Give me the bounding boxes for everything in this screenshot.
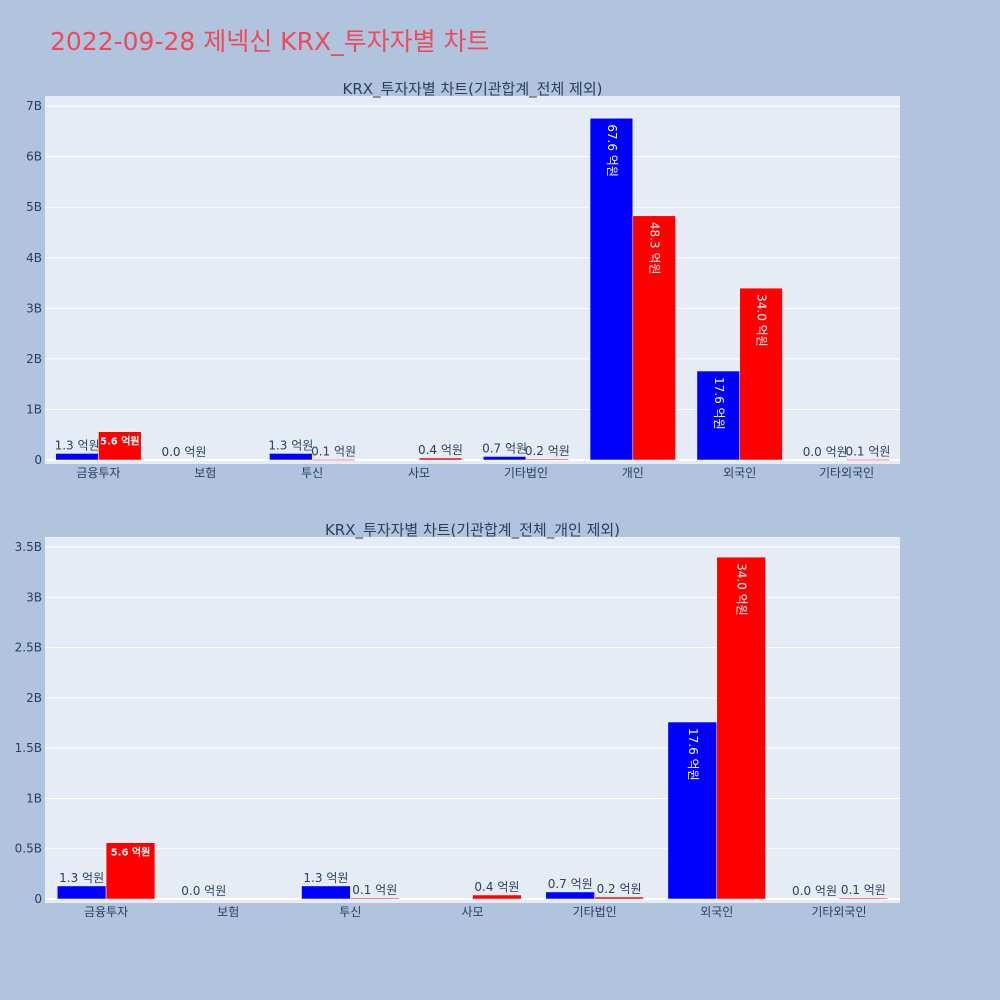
x-tick-label: 사모	[408, 466, 430, 480]
x-tick-label: 사모	[461, 905, 483, 919]
bar-buy	[696, 370, 740, 461]
data-label: 0.1 억원	[845, 444, 890, 458]
data-label: 0.4 억원	[418, 443, 463, 457]
y-tick-label: 0	[34, 892, 42, 906]
y-tick-label: 1.5B	[15, 741, 42, 755]
data-label: 5.6 억원	[100, 435, 140, 448]
bar-sell	[98, 431, 142, 461]
bar-sell	[838, 897, 889, 900]
bar-sell	[846, 459, 890, 461]
bar-sell	[350, 897, 400, 900]
x-tick-label: 기타외국인	[811, 905, 866, 919]
bar-buy	[56, 885, 107, 900]
data-label: 0.7 억원	[548, 877, 593, 891]
x-tick-label: 기타법인	[573, 905, 617, 919]
bar-sell	[716, 556, 766, 900]
bar-sell	[594, 896, 644, 900]
y-tick-label: 1B	[26, 402, 42, 416]
x-tick-label: 기타외국인	[819, 466, 874, 480]
x-tick-label: 투신	[301, 466, 323, 480]
data-label: 0.0 억원	[161, 445, 206, 459]
page-title: 2022-09-28 제넥신 KRX_투자자별 차트	[50, 27, 490, 56]
x-tick-label: 개인	[622, 466, 644, 480]
x-tick-label: 금융투자	[84, 905, 128, 919]
y-tick-label: 4B	[26, 251, 42, 265]
data-label: 17.6 억원	[712, 377, 726, 430]
bar-buy	[482, 456, 527, 461]
y-tick-label: 2.5B	[15, 641, 42, 655]
bar-sell	[632, 215, 676, 461]
bar-sell	[105, 842, 156, 900]
data-label: 67.6 억원	[605, 124, 619, 177]
data-label: 0.0 억원	[181, 884, 226, 898]
x-tick-label: 기타법인	[504, 466, 548, 480]
data-label: 1.3 억원	[268, 438, 313, 452]
data-label: 0.1 억원	[841, 883, 886, 897]
y-tick-label: 7B	[26, 99, 42, 113]
bar-buy	[301, 885, 351, 900]
y-tick-label: 1B	[26, 791, 42, 805]
y-tick-label: 6B	[26, 150, 42, 164]
data-label: 0.4 억원	[474, 880, 519, 894]
y-tick-label: 2B	[26, 352, 42, 366]
bar-buy	[545, 891, 595, 900]
bar-buy	[667, 721, 718, 900]
chart-institution-excluded: KRX_투자자별 차트(기관합계_전체 제외) 0 1B 2B 3B 4B 5B 6B 7B 금융…	[26, 80, 900, 480]
x-tick-label: 투신	[339, 905, 361, 919]
data-label: 1.3 억원	[303, 871, 348, 885]
plot-area	[45, 537, 900, 903]
data-label: 0.2 억원	[525, 444, 570, 458]
y-tick-label: 0.5B	[15, 842, 42, 856]
x-tick-label: 보험	[194, 466, 216, 480]
y-tick-label: 0	[34, 453, 42, 467]
data-label: 0.7 억원	[482, 441, 527, 455]
data-label: 17.6 억원	[686, 728, 700, 781]
bar-sell	[525, 458, 569, 461]
x-tick-label: 금융투자	[76, 466, 120, 480]
data-label: 0.2 억원	[597, 882, 642, 896]
chart-title: KRX_투자자별 차트(기관합계_전체_개인 제외)	[325, 521, 620, 540]
chart-title: KRX_투자자별 차트(기관합계_전체 제외)	[343, 80, 603, 99]
y-tick-label: 3B	[26, 301, 42, 315]
data-label: 5.6 억원	[111, 846, 151, 859]
data-label: 0.0 억원	[792, 884, 837, 898]
data-label: 0.1 억원	[352, 883, 397, 897]
y-tick-label: 3B	[26, 590, 42, 604]
y-tick-label: 3.5B	[15, 540, 42, 554]
data-label: 34.0 억원	[735, 563, 749, 616]
x-tick-label: 외국인	[700, 905, 733, 919]
bar-buy	[589, 117, 634, 461]
data-label: 1.3 억원	[55, 438, 100, 452]
x-tick-label: 외국인	[723, 466, 756, 480]
data-label: 0.1 억원	[311, 444, 356, 458]
data-label: 34.0 억원	[755, 294, 769, 347]
data-label: 0.0 억원	[803, 445, 848, 459]
y-tick-label: 2B	[26, 691, 42, 705]
data-label: 48.3 억원	[648, 222, 662, 275]
data-label: 1.3 억원	[59, 871, 104, 885]
bar-buy	[269, 453, 313, 461]
bar-sell	[472, 894, 522, 900]
x-tick-label: 보험	[217, 905, 239, 919]
bar-sell	[311, 459, 356, 461]
bar-sell	[418, 457, 463, 461]
bar-sell	[739, 287, 783, 461]
y-tick-label: 5B	[26, 200, 42, 214]
